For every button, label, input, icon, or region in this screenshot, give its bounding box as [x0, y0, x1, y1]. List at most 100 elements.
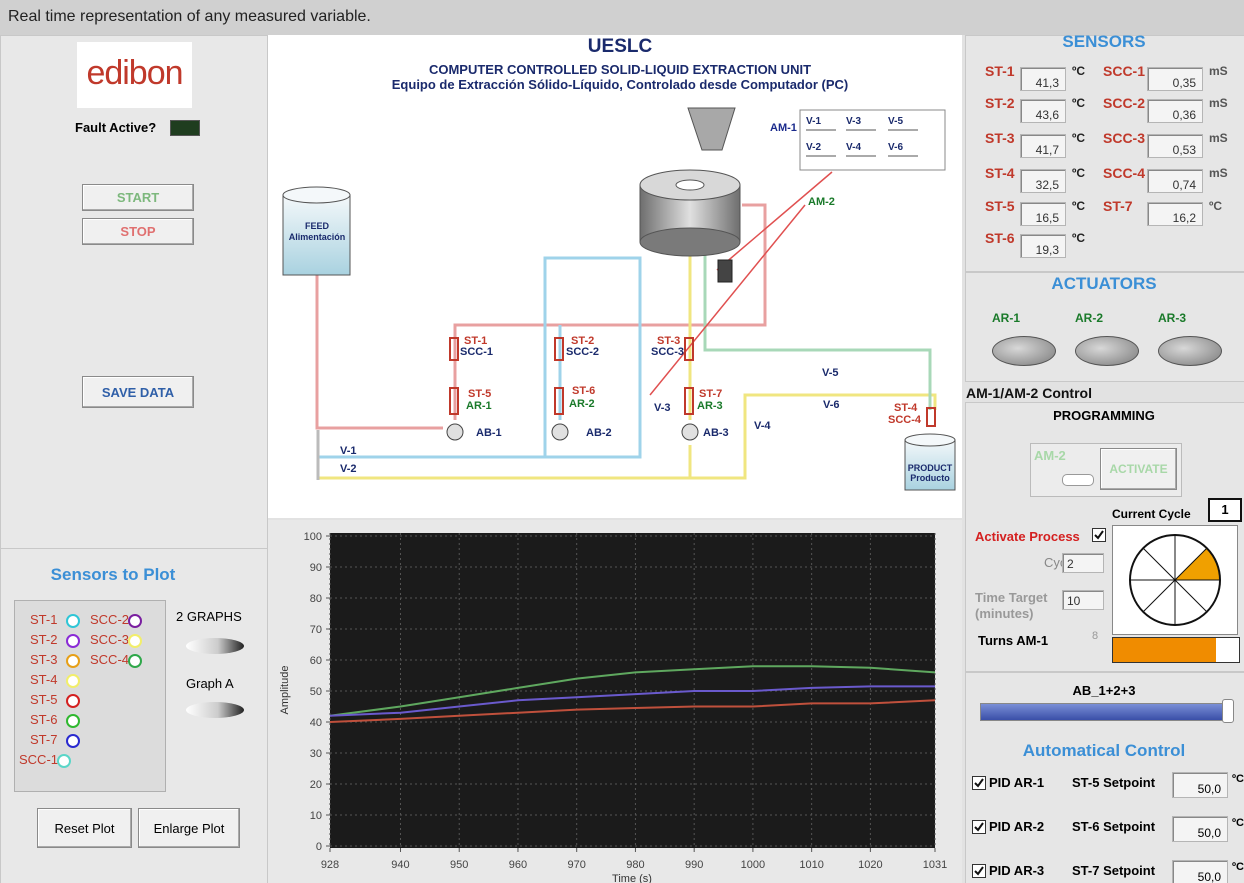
stop-button[interactable]: STOP	[82, 218, 194, 245]
diagram-tag: AM-1	[770, 122, 797, 134]
diagram-tag: AR-2	[569, 398, 595, 410]
plot-item-radio[interactable]	[66, 674, 80, 688]
reading-label: SCC-4	[1103, 165, 1146, 181]
pipe	[453, 203, 767, 420]
activate-process-checkbox[interactable]	[1092, 528, 1106, 542]
plot-item-label: SCC-3	[90, 632, 130, 647]
pipe	[318, 256, 642, 459]
activate-process-label: Activate Process	[975, 529, 1080, 544]
diagram-tag: SCC-1	[460, 346, 493, 358]
setpoint-value: 50,0	[1172, 860, 1228, 883]
caption-bar	[0, 0, 1244, 35]
diagram-tag: V-4	[754, 420, 771, 432]
plot-item-radio[interactable]	[66, 614, 80, 628]
diagram-subtitle-es: Equipo de Extracción Sólido-Líquido, Con…	[392, 77, 848, 92]
product-label: PRODUCT	[908, 463, 953, 473]
diagram-tag: V-1	[340, 445, 357, 457]
plot-item-label: SCC-1	[19, 752, 59, 767]
plot-item-radio[interactable]	[66, 694, 80, 708]
actuator-button[interactable]	[1075, 336, 1139, 366]
y-tick-label: 30	[310, 748, 322, 760]
setpoint-value: 50,0	[1172, 816, 1228, 842]
diagram-tag: ST-2	[571, 335, 594, 347]
plot-item-label: ST-5	[30, 692, 58, 707]
graph-a-toggle[interactable]	[186, 702, 244, 718]
coil	[449, 387, 459, 415]
plot-item-radio[interactable]	[66, 654, 80, 668]
diagram-tag: AR-3	[697, 400, 723, 412]
activate-button[interactable]: ACTIVATE	[1100, 448, 1177, 490]
diagram-title: UESLC	[588, 36, 653, 57]
plot-item-radio[interactable]	[66, 734, 80, 748]
plot-item-radio[interactable]	[128, 634, 142, 648]
diagram-tag: V-5	[822, 367, 839, 379]
y-tick-label: 70	[310, 624, 322, 636]
plot-item-radio[interactable]	[66, 714, 80, 728]
plot-item-label: ST-1	[30, 612, 58, 627]
feed-tank	[282, 194, 351, 276]
x-tick-label: 1031	[923, 859, 947, 871]
coil	[554, 387, 564, 415]
cycle-wheel	[1112, 525, 1238, 635]
check	[974, 822, 984, 832]
pipes	[315, 203, 937, 480]
diagram-tag: AB-2	[586, 427, 612, 439]
pid-checkbox[interactable]	[972, 864, 986, 878]
y-tick-label: 100	[304, 531, 322, 543]
two-graphs-toggle[interactable]	[186, 638, 244, 654]
plot-item-radio[interactable]	[128, 654, 142, 668]
diagram-tag: ST-7	[699, 388, 722, 400]
actuator-label: AR-1	[992, 311, 1021, 325]
coil	[449, 337, 459, 361]
plot-item-radio[interactable]	[66, 634, 80, 648]
switch[interactable]	[1062, 474, 1094, 486]
pump-slider[interactable]	[980, 703, 1232, 721]
reading-unit: mS	[1209, 131, 1228, 145]
graph-a-label: Graph A	[186, 676, 234, 691]
current-cycle-label: Current Cycle	[1112, 507, 1191, 521]
pump-slider-thumb[interactable]	[1222, 699, 1234, 723]
reading-value: 41,3	[1020, 67, 1066, 91]
reading-label: SCC-3	[1103, 130, 1146, 146]
auto-control-title: Automatical Control	[1022, 741, 1186, 760]
current-cycle: 1	[1208, 498, 1242, 522]
feed-tank-top	[282, 186, 351, 204]
diagram-tag: ST-3	[657, 335, 680, 347]
pipe	[315, 275, 443, 430]
reading-value: 0,53	[1147, 134, 1203, 158]
enlarge-plot-button[interactable]: Enlarge Plot	[138, 808, 240, 848]
heaters	[449, 337, 936, 427]
wheel-active-slice	[1175, 548, 1221, 580]
time-target-value: 10	[1062, 590, 1104, 610]
y-tick-label: 0	[316, 841, 322, 853]
check	[1094, 530, 1104, 540]
pump	[551, 423, 569, 441]
pid-checkbox[interactable]	[972, 820, 986, 834]
actuator-button[interactable]	[1158, 336, 1222, 366]
setpoint-value: 50,0	[1172, 772, 1228, 798]
x-axis-label: Time (s)	[612, 873, 652, 883]
pid-checkbox[interactable]	[972, 776, 986, 790]
reset-plot-button[interactable]: Reset Plot	[37, 808, 132, 848]
reading-value: 16,2	[1147, 202, 1203, 226]
reading-label: ST-7	[1103, 198, 1133, 214]
reading-unit: ºC	[1072, 199, 1086, 213]
coil	[554, 337, 564, 361]
fault-led	[170, 120, 200, 136]
x-tick-label: 1020	[858, 859, 882, 871]
save-data-button[interactable]: SAVE DATA	[82, 376, 194, 408]
reading-unit: ºC	[1072, 64, 1086, 78]
logo: edibon	[86, 54, 183, 92]
setpoint-label: ST-6 Setpoint	[1072, 819, 1156, 834]
plot-item-radio[interactable]	[128, 614, 142, 628]
actuator-button[interactable]	[992, 336, 1056, 366]
diagram-tag: V-2	[340, 463, 357, 475]
pump-label: AB_1+2+3	[1072, 683, 1136, 698]
start-button[interactable]: START	[82, 184, 194, 211]
wheel-spokes	[1130, 535, 1220, 625]
diagram-tag: AB-1	[476, 427, 502, 439]
plot-item-radio[interactable]	[57, 754, 71, 768]
reading-label: ST-2	[985, 95, 1015, 111]
setpoint-label: ST-5 Setpoint	[1072, 775, 1156, 790]
